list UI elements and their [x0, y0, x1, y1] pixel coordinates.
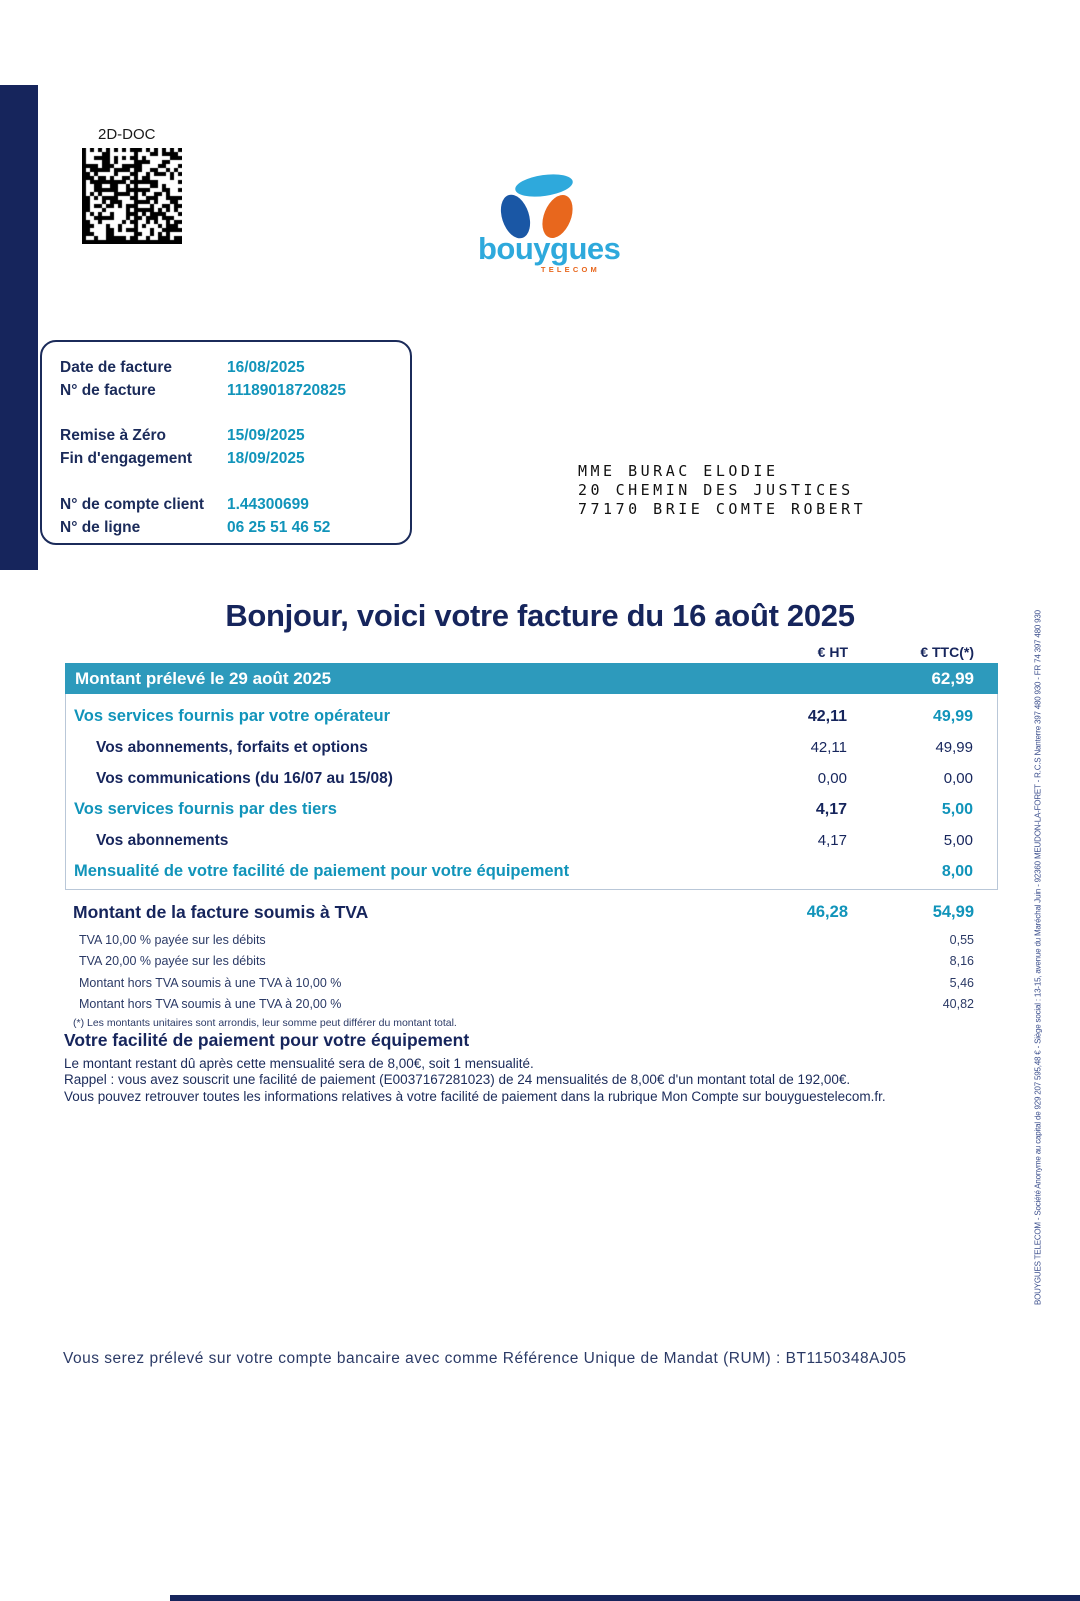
address-line: 77170 BRIE COMTE ROBERT — [578, 500, 867, 518]
info-row-invoice-date: Date de facture 16/08/2025 — [60, 358, 305, 376]
legal-side-text: BOUYGUES TELECOM - Société Anonyme au ca… — [1033, 610, 1043, 1305]
amount-ttc: 40,82 — [942, 997, 974, 1012]
facility-line: Le montant restant dû après cette mensua… — [64, 1056, 534, 1071]
bill-row-operator-services: Vos services fournis par votre opérateur… — [74, 707, 973, 725]
bill-rows-box: Vos services fournis par votre opérateur… — [65, 694, 998, 890]
amount-ttc: 5,00 — [941, 800, 973, 818]
col-header-ht: € HT — [817, 644, 848, 660]
vat-row: TVA 20,00 % payée sur les débits 8,16 — [79, 954, 974, 969]
2d-doc-barcode — [82, 148, 182, 244]
facility-line: Rappel : vous avez souscrit une facilité… — [64, 1072, 851, 1088]
mandate-reference-line: Vous serez prélevé sur votre compte banc… — [63, 1350, 907, 1367]
bill-table: € HT € TTC(*) Montant prélevé le 29 août… — [65, 641, 998, 1029]
info-row-commitment-end: Fin d'engagement 18/09/2025 — [60, 449, 305, 467]
page-title: Bonjour, voici votre facture du 16 août … — [225, 598, 855, 633]
amount-ttc: 54,99 — [932, 902, 974, 921]
address-line: MME BURAC ELODIE — [578, 462, 779, 480]
customer-address: MME BURAC ELODIE 20 CHEMIN DES JUSTICES … — [578, 462, 866, 519]
amount-ttc: 0,00 — [943, 770, 973, 787]
vat-total-row: Montant de la facture soumis à TVA 46,28… — [73, 901, 974, 922]
info-row-line-number: N° de ligne 06 25 51 46 52 — [60, 518, 331, 536]
amount-ttc: 49,99 — [935, 739, 973, 756]
amount-ht: 42,11 — [807, 707, 847, 725]
column-headers: € HT € TTC(*) — [65, 641, 998, 663]
amount-ht: 0,00 — [817, 770, 847, 787]
amount-ht: 4,17 — [817, 832, 847, 849]
facility-heading: Votre facilité de paiement pour votre éq… — [64, 1030, 470, 1050]
2d-doc-label: 2D-DOC — [98, 126, 156, 143]
invoice-info-box: Date de facture 16/08/2025 N° de facture… — [40, 340, 412, 545]
vat-detail-block: TVA 10,00 % payée sur les débits 0,55 TV… — [65, 929, 998, 1015]
left-brand-bar — [0, 85, 38, 570]
vat-row: Montant hors TVA soumis à une TVA à 10,0… — [79, 975, 974, 990]
debit-banner-label: Montant prélevé le 29 août 2025 — [75, 668, 332, 688]
bill-row-third-party-subscriptions: Vos abonnements 4,17 5,00 — [96, 831, 973, 850]
bouygues-logo: bouygues TELECOM — [478, 170, 621, 275]
amount-ttc: 49,99 — [932, 707, 973, 725]
amount-ttc: 5,00 — [943, 832, 973, 849]
facility-line: Vous pouvez retrouver toutes les informa… — [64, 1088, 886, 1104]
bill-row-communications: Vos communications (du 16/07 au 15/08) 0… — [96, 769, 973, 788]
bill-row-third-party-services: Vos services fournis par des tiers 4,17 … — [74, 800, 973, 818]
payment-facility-section: Votre facilité de paiement pour votre éq… — [64, 1030, 944, 1105]
amount-ttc: 8,00 — [941, 862, 973, 880]
info-row-reset-date: Remise à Zéro 15/09/2025 — [60, 426, 305, 444]
bottom-brand-bar — [170, 1595, 1080, 1601]
amount-ht: 4,17 — [815, 800, 847, 818]
bill-row-equipment-installment: Mensualité de votre facilité de paiement… — [74, 862, 973, 880]
logo-wordmark: bouygues — [478, 231, 621, 266]
vat-row: TVA 10,00 % payée sur les débits 0,55 — [79, 932, 974, 947]
amount-ht: 42,11 — [810, 739, 847, 756]
address-line: 20 CHEMIN DES JUSTICES — [578, 481, 854, 499]
vat-row: Montant hors TVA soumis à une TVA à 20,0… — [79, 997, 974, 1012]
debit-banner-amount: 62,99 — [931, 668, 974, 688]
debit-banner: Montant prélevé le 29 août 2025 62,99 — [65, 663, 998, 694]
logo-telecom-label: TELECOM — [540, 265, 600, 274]
col-header-ttc: € TTC(*) — [920, 644, 974, 660]
info-row-invoice-number: N° de facture 11189018720825 — [60, 381, 346, 399]
rounding-footnote: (*) Les montants unitaires sont arrondis… — [73, 1017, 457, 1029]
amount-ht: 46,28 — [806, 902, 848, 921]
bill-row-subscriptions-options: Vos abonnements, forfaits et options 42,… — [96, 738, 973, 757]
amount-ttc: 5,46 — [949, 975, 974, 990]
info-row-account-number: N° de compte client 1.44300699 — [60, 495, 309, 513]
amount-ttc: 8,16 — [949, 954, 974, 969]
amount-ttc: 0,55 — [949, 932, 974, 947]
